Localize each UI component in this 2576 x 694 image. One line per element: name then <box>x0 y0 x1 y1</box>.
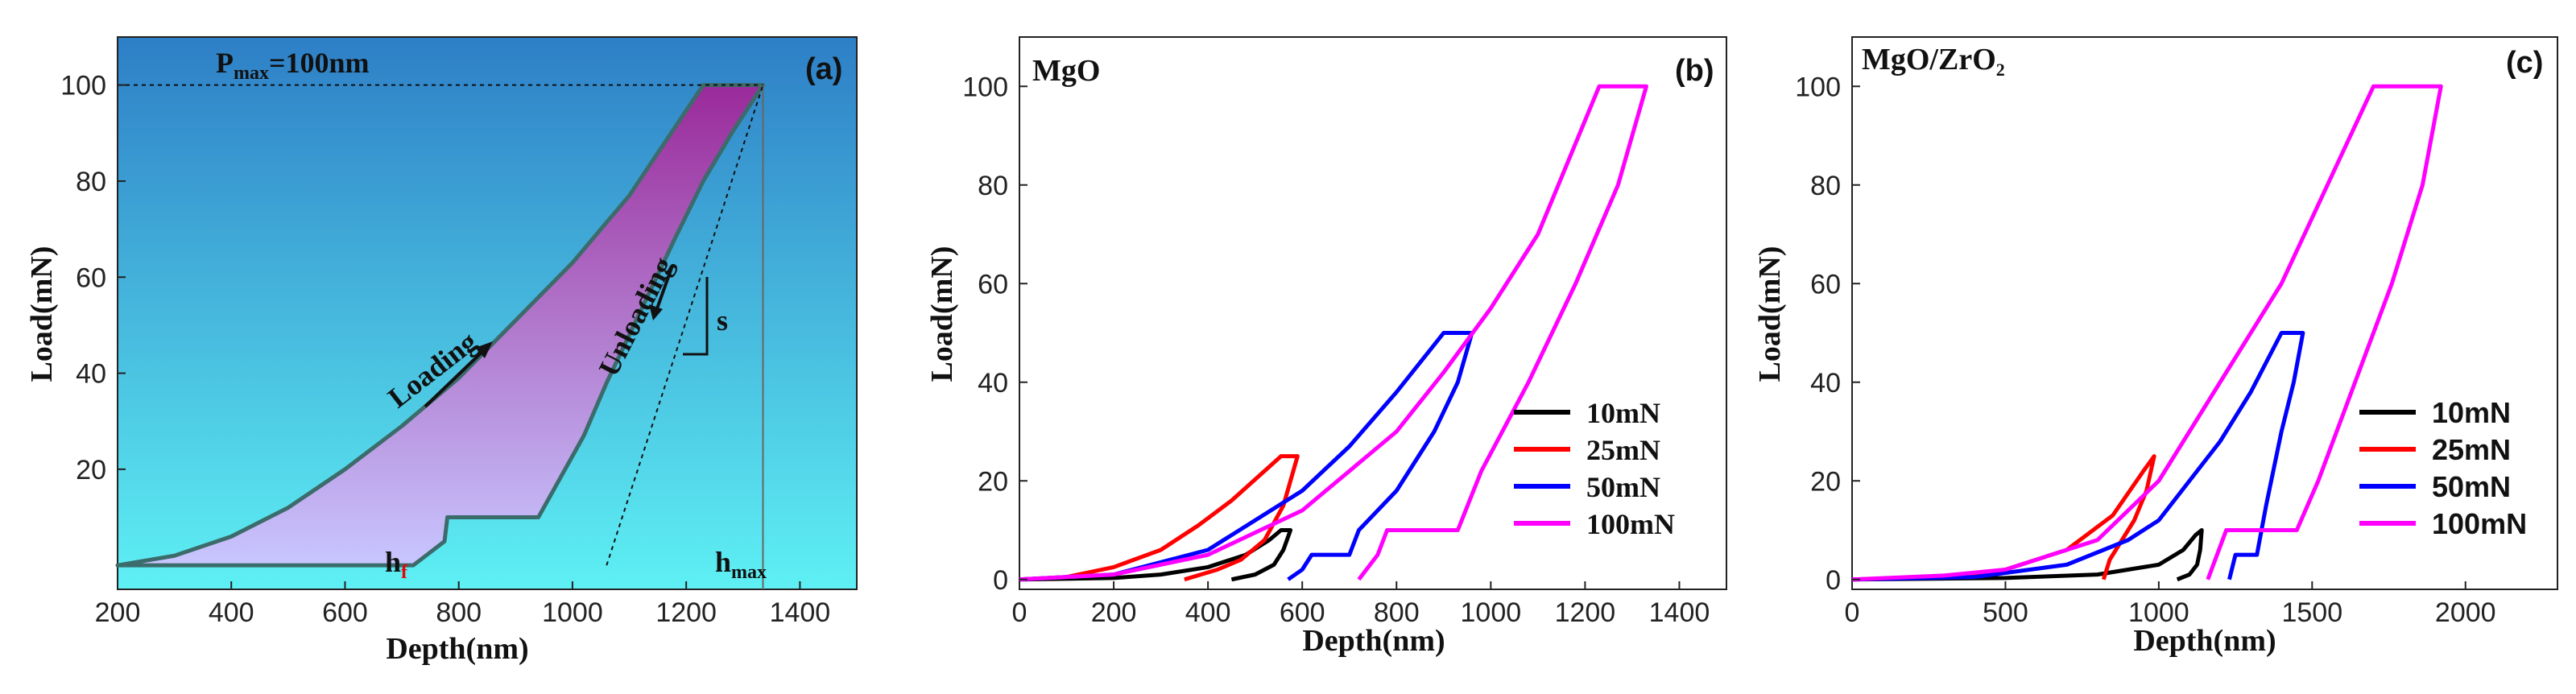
panel-b-xtick-label: 0 <box>1012 597 1028 628</box>
panel-a-ytick-label: 80 <box>76 167 106 197</box>
pmax-annotation: Pmax=100nm <box>216 47 370 84</box>
panel-c-ytick-label: 20 <box>1810 466 1841 497</box>
stiffness-triangle <box>683 277 709 356</box>
panel-a-xtick-label: 200 <box>95 597 141 628</box>
panel-a-ylabel: Load(mN) <box>25 246 59 382</box>
loading-arrow <box>424 346 488 408</box>
panel-b-ytick-label: 20 <box>978 466 1008 497</box>
panel-b-legend: 10mN 25mN 50mN 100mN <box>1514 397 1675 540</box>
panel-a-ticks: 200 400 600 800 1000 1200 1400 20 40 60 80 100 <box>60 71 830 628</box>
panel-b-xtick-label: 1400 <box>1649 597 1710 628</box>
legend-label-100mN: 100mN <box>2432 507 2527 540</box>
legend-label-50mN: 50mN <box>2432 470 2511 503</box>
series-25mN <box>1019 454 1300 582</box>
panel-b-ylabel: Load(mN) <box>925 246 959 382</box>
panel-a-ytick-label: 20 <box>76 455 106 485</box>
panel-a-ytick-label: 100 <box>60 71 106 101</box>
unloading-arrowhead <box>649 304 663 320</box>
panel-a-xlabel: Depth(nm) <box>386 632 528 666</box>
panel-c-ytick-label: 40 <box>1810 368 1841 399</box>
panel-b-xtick-label: 400 <box>1185 597 1231 628</box>
tangent-line <box>606 85 764 566</box>
panel-c-ytick-label: 60 <box>1810 269 1841 299</box>
panel-b-material: MgO <box>1032 54 1100 88</box>
legend-label-25mN: 25mN <box>1586 434 1660 466</box>
legend-label-10mN: 10mN <box>2432 396 2511 429</box>
series-100mN <box>1851 84 2443 582</box>
panel-b-marks <box>1019 84 1648 582</box>
panel-b-ytick-label: 100 <box>962 72 1008 102</box>
panel-b-ytick-label: 40 <box>978 368 1008 399</box>
panel-b-xtick-label: 1000 <box>1461 597 1522 628</box>
panel-b-xtick-label: 1200 <box>1555 597 1616 628</box>
panel-b: 0 200 400 600 800 1000 1200 1400 0 20 40 60 80 100 Mg… <box>925 36 1727 658</box>
panel-c-ticks: 0 500 1000 1500 2000 0 20 40 60 80 100 <box>1795 72 2495 628</box>
panel-a-xtick-label: 1000 <box>542 597 603 628</box>
panel-c-xtick-label: 1000 <box>2128 597 2189 628</box>
loading-arrowhead <box>475 341 493 358</box>
series-100mN <box>1019 84 1648 582</box>
panel-c-xtick-label: 2000 <box>2435 597 2496 628</box>
panel-a-xtick-label: 1200 <box>655 597 717 628</box>
plot-area-b <box>1019 36 1727 590</box>
panel-b-label: (b) <box>1675 54 1714 88</box>
panel-c-xlabel: Depth(nm) <box>2133 624 2276 658</box>
series-50mN <box>1019 331 1474 582</box>
plot-area-c <box>1851 36 2558 590</box>
panel-a-xtick-label: 1400 <box>770 597 831 628</box>
panel-b-xtick-label: 200 <box>1091 597 1137 628</box>
panel-b-ticks: 0 200 400 600 800 1000 1200 1400 0 20 40 60 80 100 <box>962 72 1710 628</box>
series-10mN <box>1851 528 2204 582</box>
panel-c-ytick-label: 100 <box>1795 72 1841 102</box>
panel-a-xtick-label: 800 <box>436 597 482 628</box>
series-10mN <box>1019 528 1293 582</box>
panel-c-ytick-label: 0 <box>1826 565 1841 596</box>
hf-annotation: hf <box>385 546 408 583</box>
unloading-arrow <box>655 265 674 312</box>
hmax-annotation: hmax <box>715 546 767 583</box>
panel-c-legend: 10mN 25mN 50mN 100mN <box>2359 396 2527 540</box>
panel-b-xtick-label: 800 <box>1374 597 1420 628</box>
panel-b-ytick-label: 80 <box>978 171 1008 201</box>
panel-c-label: (c) <box>2506 46 2543 80</box>
panel-c-ylabel: Load(mN) <box>1753 246 1787 382</box>
panel-c-material: MgO/ZrO2 <box>1862 43 2005 80</box>
panel-a-ytick-label: 60 <box>76 262 106 293</box>
legend-label-50mN: 50mN <box>1586 471 1660 503</box>
legend-label-25mN: 25mN <box>2432 433 2511 466</box>
panel-b-xlabel: Depth(nm) <box>1302 624 1445 658</box>
panel-a-marks <box>115 83 765 589</box>
panel-c-marks <box>1851 84 2443 582</box>
panel-b-xtick-label: 600 <box>1280 597 1325 628</box>
legend-label-10mN: 10mN <box>1586 397 1660 429</box>
panel-c: 0 500 1000 1500 2000 0 20 40 60 80 100 MgO/ZrO2 (c… <box>1753 36 2558 658</box>
panel-c-xtick-label: 1500 <box>2281 597 2342 628</box>
panel-c-xtick-label: 0 <box>1845 597 1860 628</box>
panel-a-xtick-label: 600 <box>322 597 368 628</box>
stiffness-label: s <box>717 304 728 337</box>
panel-c-xtick-label: 500 <box>1983 597 2028 628</box>
panel-b-ytick-label: 0 <box>993 565 1008 596</box>
indentation-area <box>115 83 765 568</box>
panel-a-label: (a) <box>805 52 842 86</box>
panel-c-ytick-label: 80 <box>1810 171 1841 201</box>
panel-a-xtick-label: 400 <box>209 597 254 628</box>
panel-b-ytick-label: 60 <box>978 269 1008 299</box>
panel-a-ytick-label: 40 <box>76 359 106 390</box>
legend-label-100mN: 100mN <box>1586 508 1675 540</box>
